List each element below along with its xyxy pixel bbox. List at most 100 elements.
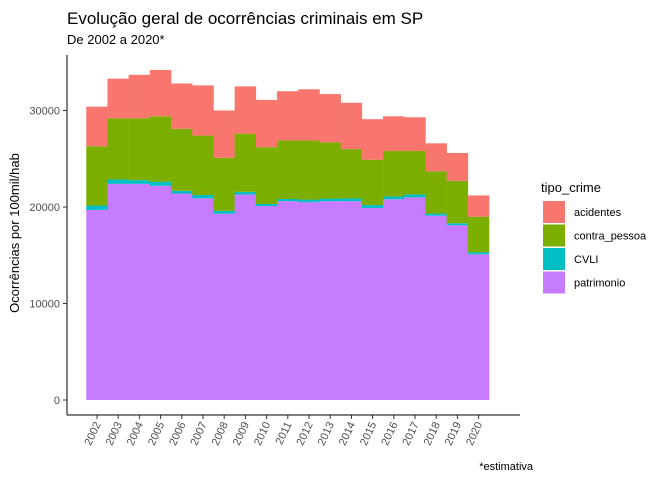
x-tick-label-2013: 2013 xyxy=(316,420,337,447)
legend-label-patrimonio: patrimonio xyxy=(574,278,625,290)
legend-label-contra_pessoa: contra_pessoa xyxy=(574,231,647,243)
chart-title: Evolução geral de ocorrências criminais … xyxy=(67,9,423,28)
bar-contra_pessoa-2013 xyxy=(319,142,341,199)
bar-contra_pessoa-2020 xyxy=(467,216,490,253)
bar-patrimonio-2006 xyxy=(171,193,193,400)
bar-patrimonio-2018 xyxy=(425,215,447,400)
bar-contra_pessoa-2007 xyxy=(192,135,214,196)
chart-subtitle: De 2002 a 2020* xyxy=(67,32,165,47)
bar-patrimonio-2013 xyxy=(319,201,341,400)
y-tick-label-0: 0 xyxy=(54,395,60,407)
bar-contra_pessoa-2006 xyxy=(171,128,193,191)
bar-contra_pessoa-2011 xyxy=(277,140,299,199)
x-tick-label-2015: 2015 xyxy=(358,420,379,447)
bar-CVLI-2008 xyxy=(213,210,235,214)
bar-patrimonio-2005 xyxy=(149,185,172,400)
bar-acidentes-2013 xyxy=(319,94,341,143)
bar-acidentes-2018 xyxy=(425,143,447,172)
bar-acidentes-2002 xyxy=(86,106,108,147)
bar-CVLI-2004 xyxy=(128,180,151,184)
x-tick-label-2008: 2008 xyxy=(210,420,231,447)
x-tick-label-2011: 2011 xyxy=(274,420,295,447)
x-tick-label-2009: 2009 xyxy=(231,420,252,447)
bar-patrimonio-2009 xyxy=(234,194,257,400)
bar-acidentes-2010 xyxy=(255,99,278,148)
legend-label-CVLI: CVLI xyxy=(574,254,598,266)
x-tick-label-2020: 2020 xyxy=(464,420,485,447)
bar-contra_pessoa-2010 xyxy=(255,147,278,205)
bar-acidentes-2011 xyxy=(277,91,299,141)
plot-area xyxy=(86,69,490,400)
bar-acidentes-2019 xyxy=(446,152,469,181)
bar-CVLI-2013 xyxy=(319,198,341,202)
legend: tipo_crime acidentes contra_pessoa CVLI pat… xyxy=(541,180,647,294)
y-tick-label-30000: 30000 xyxy=(29,106,60,118)
bar-contra_pessoa-2018 xyxy=(425,171,447,214)
bar-CVLI-2010 xyxy=(255,204,278,207)
bar-patrimonio-2014 xyxy=(340,201,363,400)
bar-acidentes-2017 xyxy=(404,117,426,152)
legend-title: tipo_crime xyxy=(541,180,601,195)
bar-patrimonio-2002 xyxy=(86,209,108,400)
x-tick-label-2006: 2006 xyxy=(167,420,188,447)
bar-patrimonio-2019 xyxy=(446,225,469,400)
x-tick-label-2002: 2002 xyxy=(82,420,103,447)
bar-acidentes-2007 xyxy=(192,85,214,136)
bar-CVLI-2002 xyxy=(86,205,108,210)
caption: *estimativa xyxy=(479,461,534,473)
x-tick-label-2017: 2017 xyxy=(400,420,421,447)
x-tick-label-2003: 2003 xyxy=(104,420,125,447)
bar-acidentes-2014 xyxy=(340,102,363,150)
bar-patrimonio-2010 xyxy=(255,206,278,400)
bar-acidentes-2006 xyxy=(171,83,193,129)
bar-CVLI-2012 xyxy=(298,199,320,203)
bar-CVLI-2011 xyxy=(277,198,299,202)
bar-patrimonio-2012 xyxy=(298,202,320,400)
bar-CVLI-2005 xyxy=(149,181,172,186)
x-tick-label-2018: 2018 xyxy=(422,420,443,447)
bar-patrimonio-2016 xyxy=(383,199,405,400)
bar-CVLI-2016 xyxy=(383,196,405,200)
bar-contra_pessoa-2005 xyxy=(149,116,172,182)
bar-contra_pessoa-2008 xyxy=(213,157,235,211)
bar-CVLI-2009 xyxy=(234,191,257,195)
bar-contra_pessoa-2003 xyxy=(107,118,129,180)
bar-acidentes-2003 xyxy=(107,78,129,119)
bar-CVLI-2007 xyxy=(192,195,214,199)
bar-CVLI-2003 xyxy=(107,179,129,184)
x-tick-label-2004: 2004 xyxy=(125,420,146,447)
bar-acidentes-2020 xyxy=(467,195,490,217)
bar-patrimonio-2008 xyxy=(213,213,235,400)
legend-key-CVLI xyxy=(543,248,565,270)
x-tick-label-2019: 2019 xyxy=(443,420,464,447)
legend-key-acidentes xyxy=(543,201,565,223)
bar-CVLI-2018 xyxy=(425,213,447,216)
bar-CVLI-2017 xyxy=(404,194,426,198)
bar-contra_pessoa-2002 xyxy=(86,146,108,206)
bar-contra_pessoa-2009 xyxy=(234,133,257,192)
x-tick-label-2014: 2014 xyxy=(337,420,358,447)
y-axis-label: Ocorrências por 100mil/hab xyxy=(7,153,22,313)
bar-CVLI-2019 xyxy=(446,223,469,226)
bar-patrimonio-2020 xyxy=(467,254,490,400)
bar-acidentes-2004 xyxy=(128,74,151,119)
bar-acidentes-2016 xyxy=(383,116,405,152)
bar-contra_pessoa-2004 xyxy=(128,118,151,181)
bar-acidentes-2015 xyxy=(361,119,384,160)
bar-patrimonio-2011 xyxy=(277,201,299,400)
bar-patrimonio-2003 xyxy=(107,183,129,400)
y-tick-label-20000: 20000 xyxy=(29,202,60,214)
x-tick-label-2007: 2007 xyxy=(188,420,209,447)
y-tick-label-10000: 10000 xyxy=(29,299,60,311)
bar-acidentes-2008 xyxy=(213,110,235,158)
bar-CVLI-2015 xyxy=(361,205,384,208)
bar-CVLI-2006 xyxy=(171,190,193,194)
bar-acidentes-2005 xyxy=(149,69,172,117)
bar-contra_pessoa-2012 xyxy=(298,140,320,200)
x-tick-label-2010: 2010 xyxy=(252,420,273,447)
bar-contra_pessoa-2017 xyxy=(404,151,426,195)
bar-contra_pessoa-2015 xyxy=(361,159,384,206)
legend-key-contra_pessoa xyxy=(543,224,565,247)
x-tick-label-2012: 2012 xyxy=(294,420,315,447)
